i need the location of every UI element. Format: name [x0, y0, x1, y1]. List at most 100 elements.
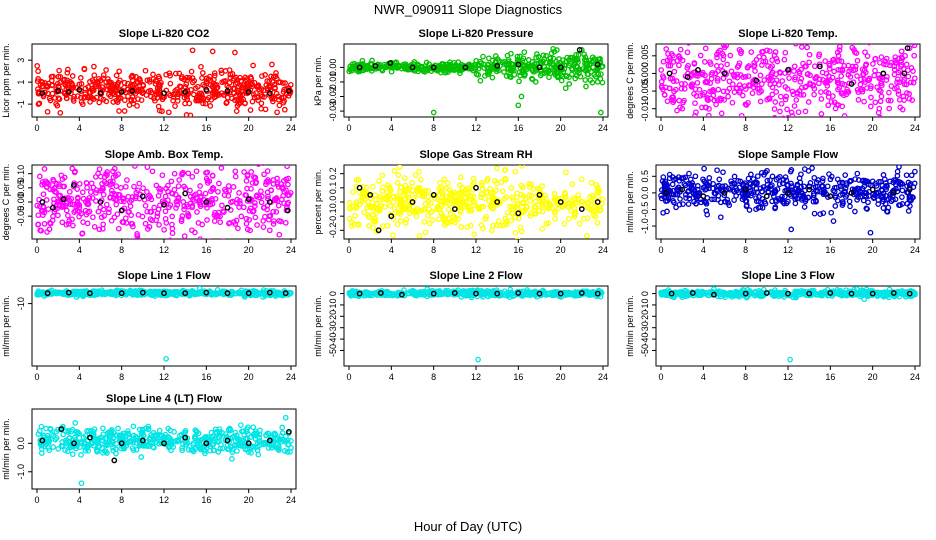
- data-point: [729, 81, 736, 88]
- data-point: [692, 100, 698, 107]
- data-point: [590, 64, 597, 71]
- data-point: [761, 77, 768, 83]
- x-tick-label: 16: [201, 123, 211, 133]
- data-point: [135, 236, 141, 239]
- data-point: [671, 68, 678, 75]
- data-point: [248, 197, 255, 203]
- data-point: [203, 80, 210, 87]
- data-point: [100, 221, 107, 228]
- data-point: [910, 68, 916, 74]
- y-tick-label: 0.5: [640, 170, 650, 183]
- data-point: [142, 255, 146, 259]
- data-point: [236, 90, 243, 97]
- x-tick-label: 24: [598, 123, 608, 133]
- data-point: [116, 108, 122, 114]
- data-point: [36, 173, 43, 180]
- black-point: [224, 204, 231, 211]
- data-point: [63, 195, 70, 202]
- data-point: [704, 211, 711, 218]
- data-point: [108, 187, 115, 194]
- data-point: [274, 179, 281, 186]
- data-point: [167, 80, 174, 87]
- data-point: [731, 173, 738, 180]
- data-point: [67, 201, 74, 207]
- x-tick-label: 8: [743, 245, 748, 255]
- data-point: [94, 78, 101, 85]
- data-point: [118, 198, 124, 205]
- data-point: [679, 57, 686, 64]
- data-point: [258, 100, 265, 107]
- black-point: [557, 199, 564, 205]
- data-point: [759, 49, 765, 55]
- data-point: [723, 44, 730, 49]
- data-point: [203, 175, 210, 182]
- data-point: [194, 209, 200, 215]
- black-point: [578, 206, 585, 213]
- data-point: [206, 94, 212, 101]
- data-point: [162, 208, 169, 215]
- data-point: [831, 184, 838, 191]
- data-point: [728, 68, 735, 75]
- black-point: [473, 290, 479, 297]
- data-point: [111, 214, 118, 221]
- data-point: [501, 69, 507, 75]
- data-point: [174, 202, 181, 208]
- data-point: [703, 200, 710, 207]
- data-point: [872, 99, 879, 106]
- data-point: [234, 102, 241, 109]
- outlier-point: [906, 45, 913, 51]
- data-point: [356, 201, 363, 208]
- data-point: [176, 70, 183, 77]
- data-point: [741, 83, 748, 90]
- data-point: [90, 85, 96, 92]
- data-point: [218, 165, 225, 171]
- panel-title: Slope Line 1 Flow: [118, 270, 211, 282]
- data-point: [583, 66, 590, 73]
- data-point: [508, 291, 515, 297]
- data-point: [369, 205, 376, 211]
- black-point: [515, 61, 522, 68]
- data-point: [170, 91, 177, 98]
- data-point: [828, 173, 835, 180]
- data-point: [246, 216, 253, 223]
- data-point: [788, 109, 795, 116]
- data-point: [113, 72, 120, 79]
- data-point: [113, 201, 120, 208]
- data-point: [778, 100, 785, 107]
- data-point: [658, 83, 665, 89]
- data-point: [183, 112, 190, 117]
- black-point: [515, 210, 522, 217]
- data-point: [836, 44, 843, 50]
- data-point: [176, 177, 183, 183]
- data-point: [407, 243, 411, 247]
- data-point: [87, 189, 94, 195]
- data-point: [258, 199, 265, 206]
- data-point: [87, 99, 93, 105]
- data-point: [35, 212, 42, 219]
- data-point: [866, 193, 872, 199]
- x-tick-label: 0: [34, 123, 39, 133]
- data-point: [855, 97, 862, 103]
- y-tick-label: -0.03: [328, 101, 338, 122]
- data-point: [714, 97, 721, 104]
- data-point: [811, 91, 817, 98]
- data-point: [346, 215, 353, 222]
- data-point: [244, 226, 251, 233]
- outlier-point: [660, 209, 666, 216]
- data-point: [147, 291, 154, 297]
- data-point: [128, 97, 135, 104]
- data-point: [729, 99, 736, 106]
- data-point: [121, 108, 128, 114]
- data-point: [872, 56, 878, 62]
- data-point: [668, 191, 675, 197]
- black-point: [356, 290, 363, 297]
- data-point: [866, 77, 872, 83]
- data-point: [181, 233, 188, 239]
- data-point: [776, 181, 783, 188]
- data-point: [121, 198, 127, 205]
- data-point: [886, 105, 893, 112]
- data-point: [79, 101, 86, 108]
- data-point: [707, 61, 714, 67]
- data-point: [769, 91, 776, 98]
- x-tick-label: 0: [658, 372, 663, 382]
